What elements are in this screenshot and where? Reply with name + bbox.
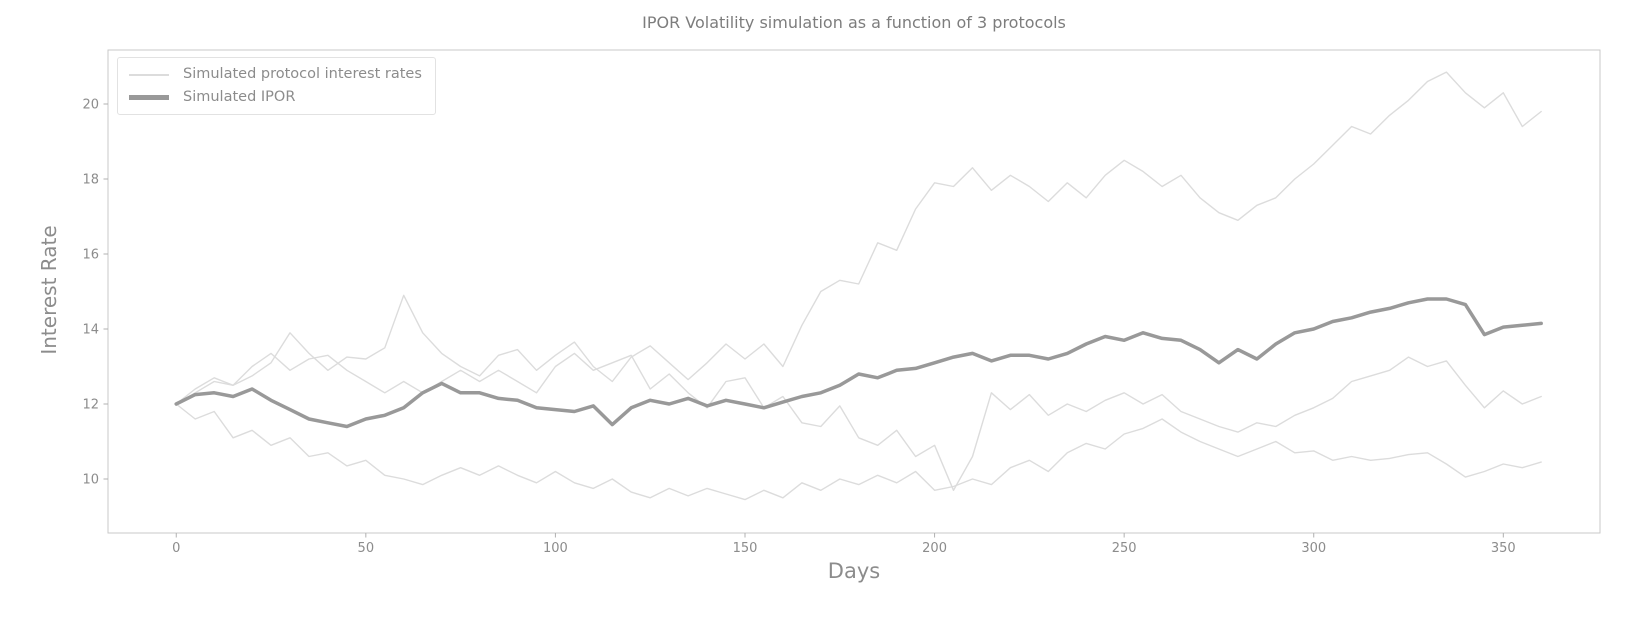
legend-item-ipor: Simulated IPOR	[129, 86, 422, 109]
ipor-line-swatch-icon	[129, 95, 169, 100]
y-tick-label: 10	[82, 473, 99, 488]
y-tick-label: 14	[82, 323, 99, 338]
legend-item-protocol-rates: Simulated protocol interest rates	[129, 63, 422, 86]
x-tick-label: 100	[543, 541, 568, 556]
series-line-ipor	[174, 297, 1543, 429]
x-axis-label: Days	[827, 559, 881, 583]
y-tick-label: 12	[82, 398, 99, 413]
x-tick-label: 0	[172, 541, 180, 556]
x-tick-label: 350	[1491, 541, 1516, 556]
y-tick-label: 16	[82, 248, 99, 263]
legend: Simulated protocol interest rates Simula…	[117, 57, 436, 115]
y-axis-label: Interest Rate	[37, 225, 61, 355]
series-line-protocol	[175, 71, 1542, 405]
y-tick-label: 18	[82, 173, 99, 188]
x-tick-label: 50	[358, 541, 375, 556]
protocol-line-swatch-icon	[129, 73, 169, 76]
plot-border	[107, 49, 1601, 534]
series-line-protocol	[175, 352, 1542, 491]
x-tick-label: 200	[922, 541, 947, 556]
x-tick-label: 150	[733, 541, 758, 556]
legend-label-protocol-rates: Simulated protocol interest rates	[183, 66, 422, 83]
x-tick-label: 250	[1112, 541, 1137, 556]
y-tick-label: 20	[82, 98, 99, 113]
x-tick-label: 300	[1301, 541, 1326, 556]
legend-label-ipor: Simulated IPOR	[183, 89, 296, 106]
series-line-protocol	[175, 403, 1542, 501]
chart-title: IPOR Volatility simulation as a function…	[642, 13, 1066, 32]
